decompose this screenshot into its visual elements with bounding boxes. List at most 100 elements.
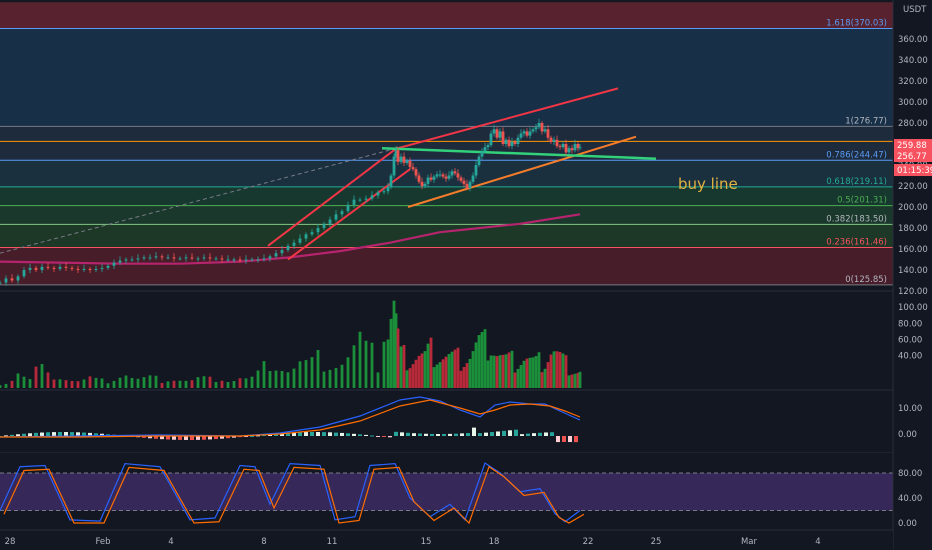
candle-body	[423, 183, 427, 186]
macd-tick-label: 0.00	[898, 430, 917, 440]
candle-body	[124, 259, 128, 261]
buy-line[interactable]	[381, 146, 657, 160]
fib-level-label: 0.618(219.11)	[826, 177, 887, 187]
macd-histogram-bar	[316, 432, 320, 436]
candle-body	[578, 147, 582, 149]
candle-body	[148, 257, 152, 259]
fib-level-label: 0.786(244.47)	[826, 150, 887, 160]
volume-bar	[495, 356, 499, 388]
macd-histogram-bar	[184, 436, 188, 440]
time-tick-label: 8	[261, 537, 266, 547]
volume-bar	[346, 357, 350, 388]
candle-body	[394, 150, 398, 157]
candle-body	[531, 129, 535, 132]
volume-bar	[540, 372, 544, 388]
volume-bar	[578, 371, 582, 388]
candle-body	[561, 144, 565, 148]
volume-bar	[184, 380, 188, 388]
macd-histogram-bar	[166, 436, 170, 440]
buy-line-annotation: buy line	[678, 175, 738, 193]
candle-body	[534, 127, 538, 130]
macd-histogram-bar	[154, 436, 158, 439]
candle-body	[555, 139, 559, 147]
macd-histogram-bar	[286, 432, 290, 436]
macd-histogram-bar	[172, 436, 176, 440]
volume-bar	[130, 377, 134, 388]
macd-histogram-bar	[364, 434, 368, 436]
volume-bar	[432, 367, 436, 388]
candle-body	[316, 228, 320, 233]
candle-body	[196, 258, 200, 260]
candle-body	[370, 195, 374, 199]
macd-histogram-bar	[394, 431, 398, 436]
volume-bar	[543, 368, 547, 388]
candle-body	[310, 232, 314, 235]
macd-histogram-bar	[520, 434, 524, 436]
volume-bar	[564, 355, 568, 388]
macd-histogram-bar	[100, 433, 104, 436]
volume-bar	[414, 359, 418, 388]
price-tick-label: 140.00	[898, 266, 928, 276]
candle-body	[558, 146, 562, 148]
volume-bar	[10, 380, 14, 388]
candle-body	[352, 199, 356, 205]
candle-body	[214, 258, 218, 260]
candle-body	[486, 145, 490, 148]
macd-histogram-bar	[28, 433, 32, 436]
volume-bar	[274, 370, 278, 388]
volume-bar	[552, 351, 556, 388]
candle-body	[118, 260, 122, 263]
volume-bar	[376, 372, 380, 388]
volume-bar	[370, 342, 374, 388]
candle-body	[477, 156, 481, 165]
macd-histogram-bar	[46, 432, 50, 436]
volume-bar	[447, 354, 451, 388]
candle-body	[160, 256, 164, 258]
volume-bar	[358, 331, 362, 388]
macd-histogram-bar	[196, 436, 200, 440]
candle-body	[340, 211, 344, 215]
fib-level-label: 1(276.77)	[845, 116, 887, 126]
volume-bar	[510, 350, 514, 388]
candle-body	[52, 267, 56, 269]
candle-body	[468, 181, 472, 189]
macd-histogram-bar	[4, 435, 8, 437]
macd-histogram-bar	[412, 433, 416, 436]
volume-bar	[82, 379, 86, 388]
macd-histogram-bar	[388, 436, 392, 438]
candle-body	[411, 167, 415, 170]
volume-bar	[226, 382, 230, 388]
candle-body	[389, 175, 393, 188]
price-axis[interactable]: 360.00340.00320.00300.00280.00260.00240.…	[892, 0, 932, 550]
fibonacci-retracement[interactable]	[0, 2, 893, 286]
volume-bar	[88, 376, 92, 388]
time-axis[interactable]: 28 Feb 4 8 11 15 18 22 25 Mar 4	[0, 531, 893, 550]
volume-bar	[405, 370, 409, 388]
volume-bar	[462, 367, 466, 388]
candle-body	[232, 259, 236, 261]
volume-bar	[504, 354, 508, 388]
rising-channel-upper[interactable]	[267, 146, 399, 247]
price-badge-label: 259.88	[897, 141, 927, 151]
macd-histogram-bar	[424, 433, 428, 436]
candle-body	[58, 266, 62, 269]
candle-body	[166, 257, 170, 259]
volume-bar	[423, 351, 427, 388]
volume-bar	[196, 377, 200, 388]
rising-wedge-lower[interactable]	[407, 135, 637, 208]
volume-tick-label: 80.00	[898, 319, 922, 329]
macd-histogram-bar	[340, 432, 344, 436]
volume-bar	[450, 351, 454, 388]
rising-wedge-upper[interactable]	[397, 87, 619, 150]
volume-bar	[166, 381, 170, 388]
macd-histogram-bar	[406, 432, 410, 436]
volume-bar	[489, 355, 493, 388]
candle-body	[112, 262, 116, 266]
price-tick-label: 200.00	[898, 203, 928, 213]
candle-body	[405, 160, 409, 163]
candle-body	[298, 238, 302, 243]
candle-body	[537, 123, 541, 128]
fib-band-2	[0, 126, 893, 161]
candle-body	[522, 131, 526, 134]
candle-body	[396, 150, 400, 162]
